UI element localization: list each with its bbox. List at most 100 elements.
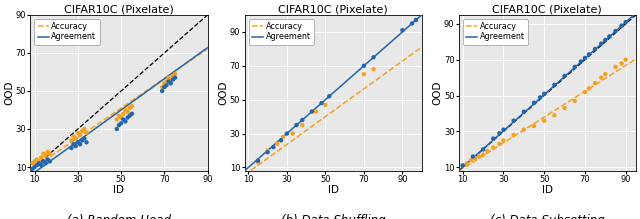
Point — [73, 131, 83, 134]
Point — [576, 60, 586, 63]
Point — [509, 119, 519, 122]
Point — [287, 132, 298, 135]
Point — [125, 114, 135, 117]
Point — [68, 135, 79, 138]
Point — [68, 142, 79, 146]
Point — [282, 132, 292, 135]
Point — [307, 110, 317, 113]
Text: (b) Data Shuffling: (b) Data Shuffling — [281, 214, 385, 219]
Point — [81, 131, 92, 134]
Point — [461, 162, 472, 165]
Point — [621, 20, 631, 24]
Point — [539, 92, 549, 95]
Y-axis label: OOD: OOD — [433, 81, 442, 105]
Point — [310, 110, 321, 113]
Point — [28, 167, 38, 171]
Point — [32, 163, 42, 167]
Point — [125, 106, 135, 110]
Point — [549, 113, 559, 117]
Point — [584, 87, 594, 90]
Point — [32, 158, 42, 161]
Point — [276, 139, 286, 142]
Title: CIFAR10C (Pixelate): CIFAR10C (Pixelate) — [64, 4, 174, 14]
Point — [570, 65, 580, 69]
Point — [499, 139, 509, 142]
Point — [584, 53, 594, 56]
Point — [34, 160, 44, 163]
Point — [316, 101, 326, 105]
Y-axis label: OOD: OOD — [218, 81, 228, 105]
Point — [478, 148, 488, 151]
Point — [42, 158, 52, 161]
Point — [166, 78, 176, 81]
Text: (a) Random Head: (a) Random Head — [67, 214, 171, 219]
Point — [77, 139, 87, 142]
Point — [359, 72, 369, 76]
Point — [509, 133, 519, 137]
Point — [580, 90, 590, 94]
Point — [559, 74, 570, 78]
Point — [488, 137, 499, 140]
Point — [157, 89, 167, 93]
Text: (c) Data Subsetting: (c) Data Subsetting — [490, 214, 605, 219]
Point — [488, 146, 499, 149]
Point — [163, 80, 173, 83]
Point — [122, 116, 132, 119]
Point — [79, 137, 90, 140]
Point — [474, 155, 484, 158]
Point — [535, 96, 545, 99]
Point — [161, 80, 172, 83]
Point — [590, 47, 600, 51]
Point — [559, 106, 570, 110]
Point — [253, 161, 263, 164]
Point — [118, 118, 129, 121]
Point — [67, 146, 77, 150]
X-axis label: ID: ID — [113, 185, 124, 195]
Legend: Accuracy, Agreement: Accuracy, Agreement — [248, 19, 314, 45]
Point — [170, 76, 180, 79]
Point — [494, 131, 504, 135]
Point — [482, 149, 492, 153]
Point — [38, 152, 49, 155]
Point — [604, 35, 614, 38]
Point — [324, 95, 334, 98]
Point — [45, 160, 55, 163]
Point — [297, 118, 307, 122]
X-axis label: ID: ID — [541, 185, 553, 195]
Point — [28, 161, 38, 165]
Point — [114, 124, 124, 127]
Point — [616, 62, 627, 65]
Point — [549, 83, 559, 87]
Point — [75, 133, 85, 136]
Point — [397, 28, 408, 32]
Y-axis label: OOD: OOD — [4, 81, 14, 105]
Point — [114, 114, 124, 117]
Point — [518, 128, 529, 131]
Point — [111, 118, 122, 121]
Point — [539, 119, 549, 122]
Point — [77, 129, 87, 133]
Point — [40, 154, 51, 157]
Point — [122, 110, 132, 114]
Point — [70, 137, 81, 140]
Point — [118, 112, 129, 116]
Point — [596, 42, 606, 45]
Point — [36, 163, 46, 167]
Point — [570, 99, 580, 103]
Point — [529, 101, 539, 104]
Point — [529, 124, 539, 128]
Point — [411, 18, 421, 22]
Point — [621, 58, 631, 62]
Point — [278, 135, 288, 139]
Point — [253, 159, 263, 162]
Point — [75, 142, 85, 146]
Point — [38, 160, 49, 163]
Point — [470, 157, 480, 160]
Point — [111, 127, 122, 131]
X-axis label: ID: ID — [328, 185, 339, 195]
Point — [163, 76, 173, 79]
Point — [127, 112, 137, 116]
Point — [320, 103, 330, 106]
Point — [36, 156, 46, 159]
Point — [359, 64, 369, 67]
